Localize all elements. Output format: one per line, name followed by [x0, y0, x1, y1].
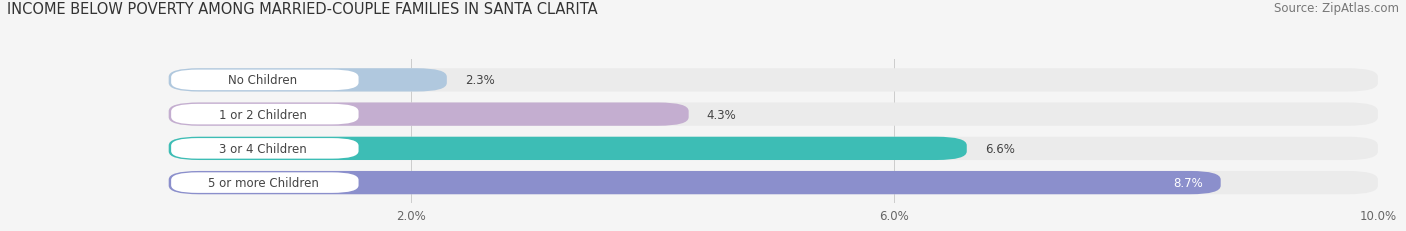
Text: 5 or more Children: 5 or more Children: [208, 176, 319, 189]
FancyBboxPatch shape: [169, 137, 967, 160]
FancyBboxPatch shape: [172, 139, 359, 159]
FancyBboxPatch shape: [169, 69, 1378, 92]
Text: Source: ZipAtlas.com: Source: ZipAtlas.com: [1274, 2, 1399, 15]
Text: 1 or 2 Children: 1 or 2 Children: [219, 108, 307, 121]
Text: INCOME BELOW POVERTY AMONG MARRIED-COUPLE FAMILIES IN SANTA CLARITA: INCOME BELOW POVERTY AMONG MARRIED-COUPL…: [7, 2, 598, 17]
Text: No Children: No Children: [228, 74, 298, 87]
FancyBboxPatch shape: [169, 103, 1378, 126]
FancyBboxPatch shape: [169, 103, 689, 126]
Text: 3 or 4 Children: 3 or 4 Children: [219, 142, 307, 155]
Text: 4.3%: 4.3%: [707, 108, 737, 121]
Text: 2.3%: 2.3%: [465, 74, 495, 87]
FancyBboxPatch shape: [169, 171, 1378, 195]
Text: 8.7%: 8.7%: [1173, 176, 1202, 189]
FancyBboxPatch shape: [169, 171, 1220, 195]
FancyBboxPatch shape: [172, 70, 359, 91]
FancyBboxPatch shape: [172, 104, 359, 125]
FancyBboxPatch shape: [169, 69, 447, 92]
FancyBboxPatch shape: [169, 137, 1378, 160]
Text: 6.6%: 6.6%: [984, 142, 1015, 155]
FancyBboxPatch shape: [172, 173, 359, 193]
